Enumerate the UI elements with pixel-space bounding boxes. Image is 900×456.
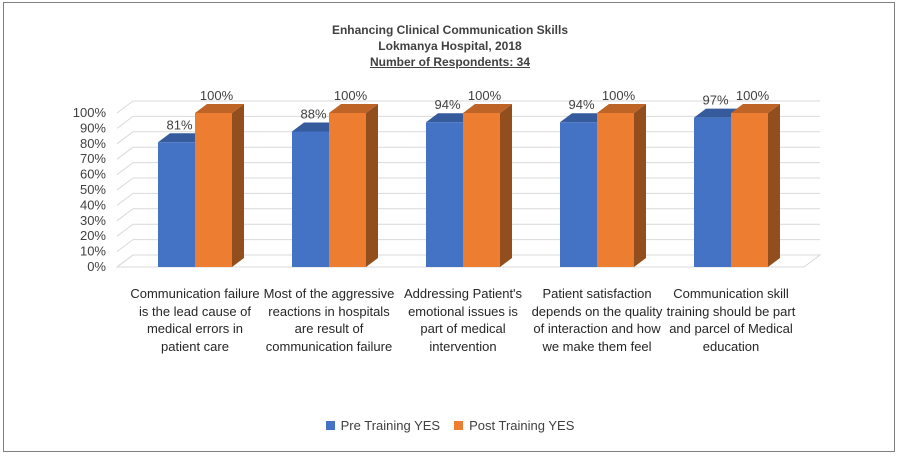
bar bbox=[426, 122, 463, 268]
gridline-side bbox=[116, 162, 134, 176]
y-tick-label: 40% bbox=[80, 197, 106, 212]
y-tick-label: 90% bbox=[80, 120, 106, 135]
y-tick-label: 0% bbox=[87, 259, 106, 274]
bar bbox=[731, 113, 768, 267]
chart-legend: Pre Training YES Post Training YES bbox=[0, 418, 900, 433]
y-tick-label: 30% bbox=[80, 213, 106, 228]
legend-item-post: Post Training YES bbox=[454, 418, 574, 433]
legend-label-post: Post Training YES bbox=[469, 418, 575, 433]
x-tick-label: Patient satisfaction depends on the qual… bbox=[531, 286, 663, 354]
bar-side bbox=[768, 104, 780, 267]
bar bbox=[597, 113, 634, 267]
data-label: 94% bbox=[434, 97, 460, 112]
data-label: 100% bbox=[468, 88, 502, 103]
bar-top bbox=[426, 113, 475, 123]
data-label: 100% bbox=[334, 88, 368, 103]
bar bbox=[463, 113, 500, 267]
data-label: 100% bbox=[200, 88, 234, 103]
bar-top bbox=[694, 108, 743, 118]
gridline-side bbox=[116, 239, 134, 253]
x-tick-label: Communication skill training should be p… bbox=[666, 286, 796, 354]
chart-subtitle: Lokmanya Hospital, 2018 bbox=[378, 39, 522, 53]
gridline-side bbox=[116, 223, 134, 237]
data-label: 97% bbox=[702, 93, 728, 108]
data-label: 81% bbox=[166, 117, 192, 132]
bar bbox=[292, 131, 329, 267]
gridline-side bbox=[116, 116, 134, 129]
bar-side bbox=[232, 104, 244, 267]
x-tick-label: Communication failure is the lead cause … bbox=[130, 286, 260, 354]
y-tick-label: 50% bbox=[80, 182, 106, 197]
bar-top bbox=[158, 133, 207, 143]
data-label: 94% bbox=[568, 97, 594, 112]
bar-top bbox=[292, 122, 341, 132]
gridline-side bbox=[116, 100, 134, 114]
gridline-side bbox=[116, 177, 134, 191]
bar-top bbox=[463, 104, 512, 113]
data-label: 100% bbox=[736, 88, 770, 103]
legend-label-pre: Pre Training YES bbox=[340, 418, 441, 433]
bar-side bbox=[634, 104, 646, 267]
gridline-side bbox=[116, 208, 134, 222]
bar bbox=[195, 113, 232, 267]
bar-side bbox=[366, 104, 378, 267]
bar bbox=[560, 122, 597, 268]
x-tick-label: Addressing Patient's emotional issues is… bbox=[403, 286, 523, 354]
chart-respondents: Number of Respondents: 34 bbox=[369, 55, 531, 69]
y-tick-label: 70% bbox=[80, 151, 106, 166]
y-tick-label: 10% bbox=[80, 244, 106, 259]
y-tick-label: 100% bbox=[73, 105, 107, 120]
legend-swatch-pre bbox=[325, 421, 335, 430]
legend-swatch-post bbox=[454, 421, 464, 430]
bar bbox=[158, 142, 195, 267]
chart-title: Enhancing Clinical Communication Skills bbox=[331, 23, 569, 37]
x-tick-label: Most of the aggressive reactions in hosp… bbox=[263, 286, 395, 354]
bar-top bbox=[560, 113, 609, 123]
bar bbox=[694, 117, 731, 268]
bar bbox=[329, 113, 366, 267]
gridline-side bbox=[116, 192, 134, 206]
legend-item-pre: Pre Training YES bbox=[325, 418, 441, 433]
bar-top bbox=[329, 104, 378, 113]
bar-top bbox=[195, 104, 244, 113]
gridline-side bbox=[116, 131, 134, 145]
data-label: 88% bbox=[300, 106, 326, 121]
y-tick-label: 60% bbox=[80, 167, 106, 182]
bar-side bbox=[500, 104, 512, 267]
data-label: 100% bbox=[602, 88, 636, 103]
bar-top bbox=[597, 104, 646, 113]
bar-top bbox=[731, 104, 780, 113]
gridline-side bbox=[116, 146, 134, 160]
y-tick-label: 80% bbox=[80, 136, 106, 151]
y-tick-label: 20% bbox=[80, 228, 106, 243]
